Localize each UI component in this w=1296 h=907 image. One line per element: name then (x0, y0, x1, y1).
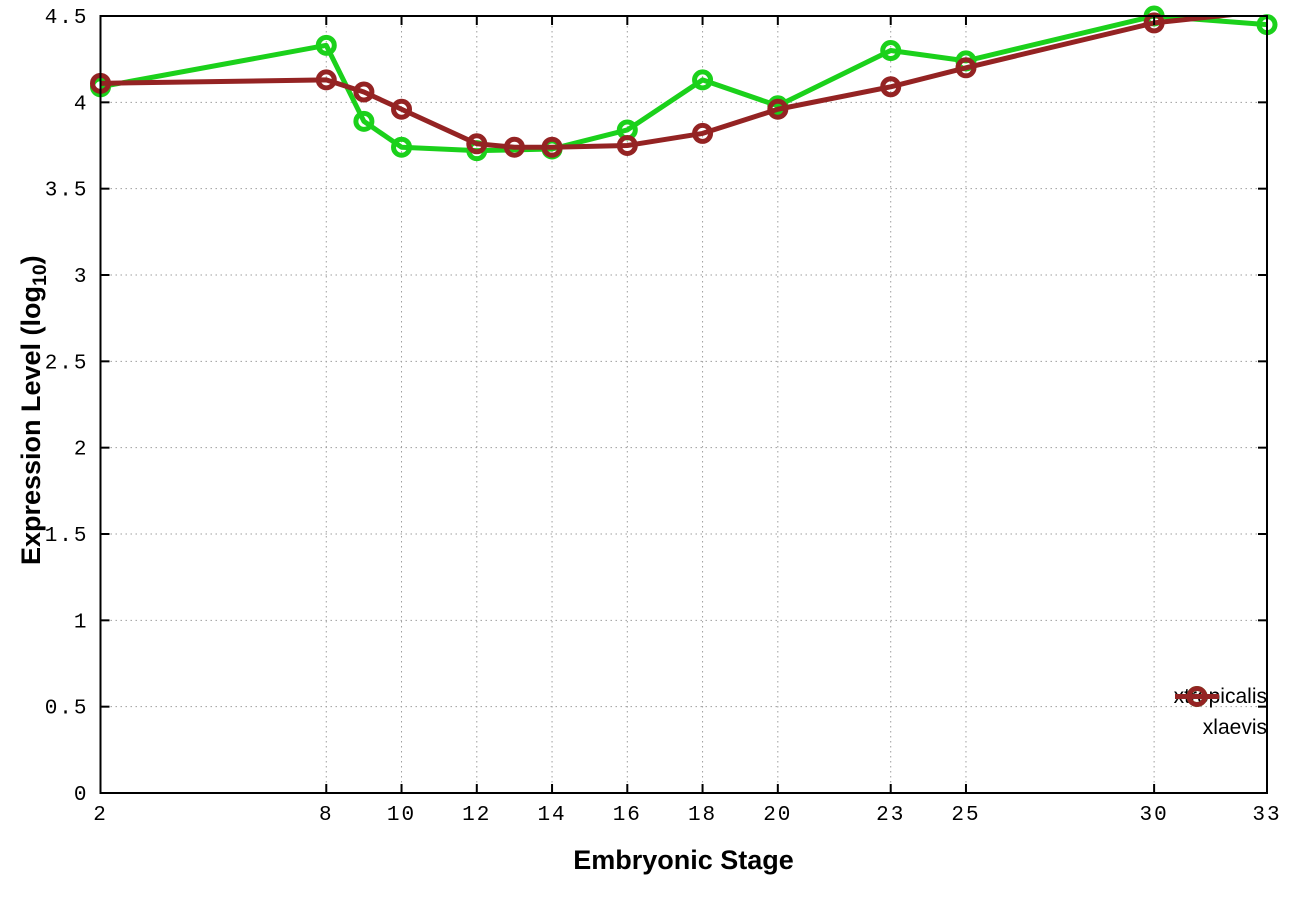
x-tick-label: 10 (387, 804, 416, 827)
y-axis-title: Expression Level (log10) (16, 230, 52, 590)
y-axis-title-subscript: 10 (29, 264, 52, 286)
y-tick-label: 3 (74, 266, 89, 289)
y-tick-label: 3.5 (45, 180, 89, 203)
y-tick-label: 1.5 (45, 525, 89, 548)
data-point-marker (955, 57, 977, 79)
series-xlaevis (90, 12, 1243, 158)
y-tick-label: 4.5 (45, 7, 89, 30)
data-point-marker (503, 136, 525, 158)
y-tick-label: 0 (74, 784, 89, 807)
plot-border (99, 15, 1268, 794)
x-axis-title: Embryonic Stage (573, 845, 794, 875)
data-point-marker (541, 136, 563, 158)
y-tick-label: 2.5 (45, 352, 89, 375)
legend-item-xlaevis: xlaevis (1174, 686, 1267, 741)
x-tick-label: 2 (93, 804, 108, 827)
data-point-marker (1143, 12, 1165, 34)
data-point-marker (616, 135, 638, 156)
data-point-marker (353, 110, 375, 132)
data-point-marker (391, 98, 413, 120)
y-axis-title-close: ) (15, 255, 46, 265)
y-tick-label: 0.5 (45, 698, 89, 721)
x-tick-label: 12 (462, 804, 491, 827)
x-tick-label: 16 (613, 804, 642, 827)
data-point-marker (880, 40, 902, 62)
x-tick-label: 14 (537, 804, 566, 827)
data-point-marker (353, 81, 375, 103)
legend-label: xlaevis (1202, 716, 1267, 739)
legend: xtropicalis xlaevis (1174, 683, 1267, 741)
y-axis-title-text: Expression Level (log (15, 285, 46, 566)
data-point-marker (767, 98, 789, 120)
x-tick-label: 18 (688, 804, 717, 827)
data-point-marker (880, 76, 902, 98)
tick-labels: 2 8 10 12 14 16 18 20 23 25 30 33 0 0.5 1 1.5 2 2.5 3 3.5 4 4… (45, 7, 1281, 827)
data-point-marker (466, 133, 488, 155)
data-point-marker (692, 69, 714, 91)
x-tick-label: 23 (876, 804, 905, 827)
y-tick-label: 1 (74, 611, 89, 634)
x-tick-label: 8 (319, 804, 334, 827)
x-tick-label: 30 (1140, 804, 1169, 827)
x-tick-label: 20 (763, 804, 792, 827)
data-point-marker (315, 34, 337, 56)
x-tick-label: 25 (951, 804, 980, 827)
gridlines (100, 15, 1268, 794)
data-point-marker (692, 122, 714, 144)
y-tick-label: 2 (74, 439, 89, 462)
x-tick-label: 33 (1252, 804, 1281, 827)
xlaevis-line-marker-icon (1174, 686, 1219, 707)
data-point-marker (315, 69, 337, 91)
y-tick-label: 4 (74, 93, 89, 116)
tick-marks (99, 15, 1268, 794)
data-point-marker (391, 136, 413, 158)
